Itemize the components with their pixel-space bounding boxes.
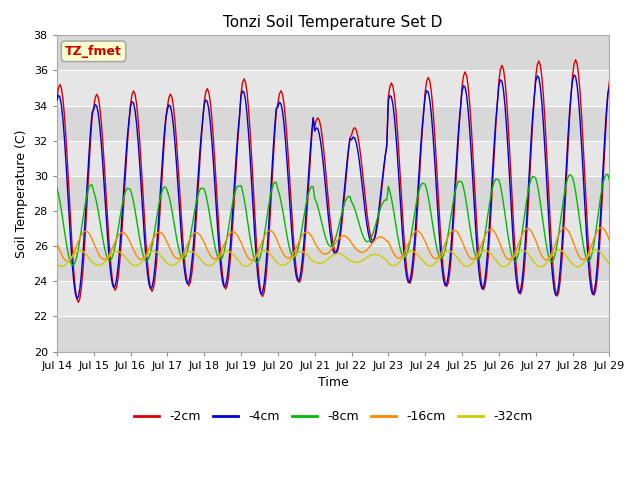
Y-axis label: Soil Temperature (C): Soil Temperature (C) bbox=[15, 129, 28, 258]
Text: TZ_fmet: TZ_fmet bbox=[65, 45, 122, 58]
Bar bbox=[57, 106, 609, 141]
Bar bbox=[57, 71, 609, 106]
Bar bbox=[57, 246, 609, 281]
Bar bbox=[57, 36, 609, 71]
X-axis label: Time: Time bbox=[317, 376, 348, 389]
Bar bbox=[57, 316, 609, 351]
Title: Tonzi Soil Temperature Set D: Tonzi Soil Temperature Set D bbox=[223, 15, 443, 30]
Legend: -2cm, -4cm, -8cm, -16cm, -32cm: -2cm, -4cm, -8cm, -16cm, -32cm bbox=[129, 405, 538, 428]
Bar bbox=[57, 281, 609, 316]
Bar bbox=[57, 211, 609, 246]
Bar bbox=[57, 176, 609, 211]
Bar bbox=[57, 141, 609, 176]
